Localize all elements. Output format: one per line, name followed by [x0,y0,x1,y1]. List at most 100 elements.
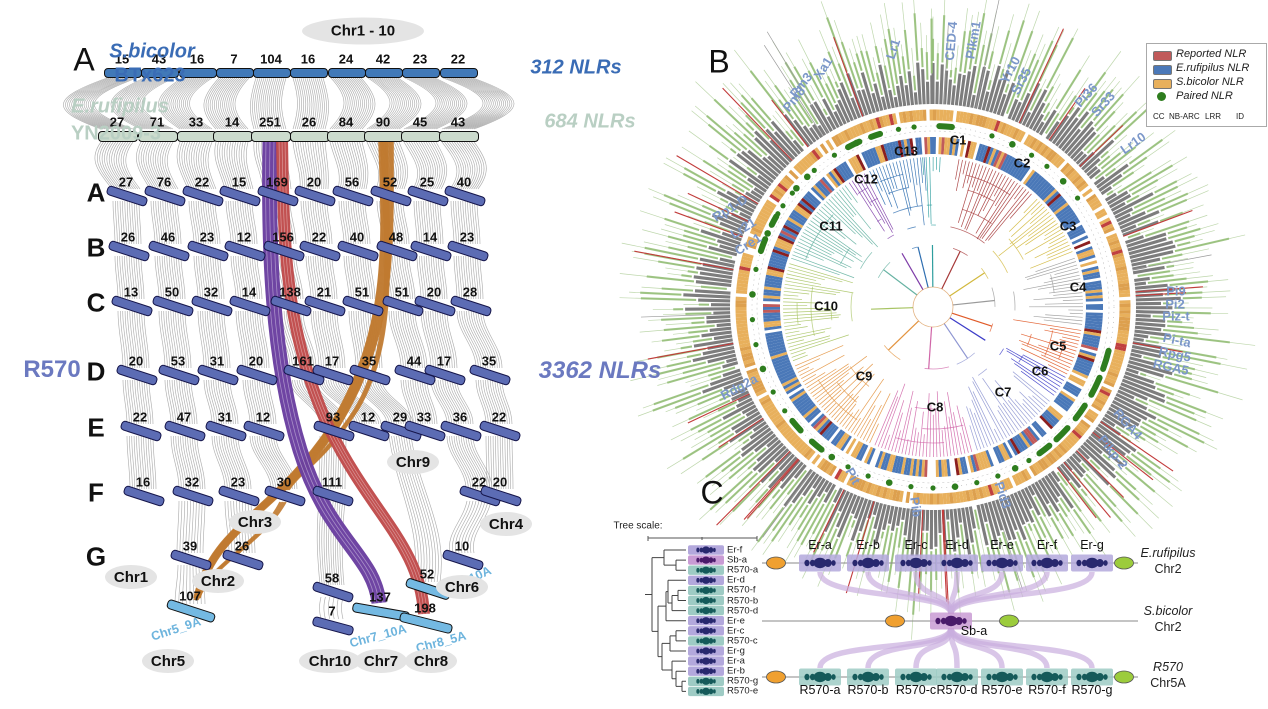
chr-range-label: Chr1 - 10 [302,17,424,45]
erufipilus-chromosome-bar [439,131,479,142]
nlr-count: 156 [272,229,294,245]
nlr-count: 16 [135,474,151,490]
nlr-count: 23 [199,229,215,245]
paired-nlr-dot [1011,464,1019,472]
reported-nlr-tick [743,458,799,520]
nlr-count: 93 [325,409,341,425]
nlr-count: 22 [194,174,210,190]
r570-row-letter: A [86,177,106,208]
nlr-count: 42 [375,51,391,67]
paired-nlr-dot [789,190,795,196]
nlr-count: 104 [260,51,282,67]
nlr-count: 33 [188,114,204,130]
centromere-oval [766,556,786,570]
reported-nlr-tick [676,155,759,205]
tree-leaf-label: Er-a [727,655,745,667]
r570-row-letter: C [86,287,106,318]
nlr-count: 20 [426,284,442,300]
nlr-count: 12 [236,229,252,245]
chromosome-label: Chr1 [105,565,157,589]
paired-nlr-dot [803,173,811,181]
legend-item-label: Reported NLR [1176,48,1247,60]
centromere-oval [766,670,786,684]
erufipilus-chromosome-bar [290,131,330,142]
sbicolor-chromosome-bar [328,68,366,78]
gene-label: R570-d [936,683,978,697]
paired-nlr-dot [885,479,893,486]
paired-nlr-dot [749,291,756,298]
legend-domain-label: ID [1236,112,1244,121]
nlr-count: 31 [217,409,233,425]
paired-nlr-dot [1074,195,1081,201]
paired-nlr-dot [759,365,767,373]
erufipilus-chromosome-bar [327,131,367,142]
species3-name: R570 [23,356,81,383]
chromosome-label: Chr9 [387,450,439,474]
centromere-oval [885,614,905,628]
sbicolor-chromosome-bar [365,68,403,78]
nlr-count: 58 [324,570,340,586]
legend-item-label: S.bicolor NLR [1176,76,1244,88]
track-chr-label: Chr2 [1154,620,1182,635]
nlr-count: 16 [300,51,316,67]
telomere-oval [1114,556,1134,570]
gene-label: R570-f [1028,683,1066,697]
tree-leaf-label: Er-c [727,625,745,637]
paired-nlr-run [789,417,804,434]
nlr-count: 161 [292,353,314,369]
erufipilus-chromosome-bar [364,131,404,142]
panel-b-label: B [708,43,730,80]
nlr-count: 32 [184,474,200,490]
reported-nlr-tick [1079,124,1124,168]
chromosome-label: Chr8 [405,649,457,673]
panel-b-legend: Reported NLR E.rufipilus NLR S.bicolor NLR… [1146,43,1267,127]
nlr-count: 84 [338,114,354,130]
legend-paired-dot [1157,92,1166,101]
nlr-count: 50 [164,284,180,300]
nlr-count: 33 [416,409,432,425]
tree-leaf-label: Er-f [727,544,743,556]
paired-nlr-dot [770,389,776,395]
tree-leaf-label: R570-a [727,564,759,576]
tree-leaf-label: R570-d [727,605,759,617]
nlr-count: 107 [179,588,201,604]
nlr-count: 40 [456,174,472,190]
cluster-label: C12 [854,171,878,187]
paired-nlr-run [1088,374,1103,398]
sbicolor-chromosome-bar [440,68,478,78]
sbicolor-chromosome-bar [253,68,291,78]
nlr-count: 40 [349,229,365,245]
reported-nlr-tick [1076,450,1125,498]
species2-name: E.rufipilus [71,95,169,118]
nlr-count: 26 [301,114,317,130]
cluster-label: C4 [1069,279,1087,295]
paired-nlr-dot [908,484,914,490]
nlr-count: 20 [248,353,264,369]
paired-nlr-dot [865,473,871,479]
nlr-count: 12 [255,409,271,425]
erufipilus-chromosome-bar [213,131,253,142]
gene-label: Er-c [904,538,928,552]
paired-nlr-run [1072,402,1088,422]
nlr-count: 22 [311,229,327,245]
species1-accession: BTx623 [114,64,186,87]
nlr-count: 53 [170,353,186,369]
reported-nlr-tick [687,192,750,223]
sbicolor-chromosome-bar [402,68,440,78]
collinearity-link [948,626,1095,669]
reported-nlr-tick [1092,431,1154,481]
cluster-label: C6 [1031,363,1049,379]
reported-nlr-tick [1063,461,1111,518]
reported-gene-label: Pi2 [1165,296,1185,312]
paired-nlr-dot [753,342,759,348]
nlr-count: 14 [224,114,240,130]
paired-nlr-dot [793,184,800,192]
nlr-count: 47 [176,409,192,425]
gene-label: Er-b [856,538,880,552]
reported-nlr-tick [1123,209,1193,237]
r570-row-letter: F [88,477,104,508]
nlr-count: 35 [361,353,377,369]
nlr-count: 26 [234,538,250,554]
chromosome-label: Chr2 [192,569,244,593]
gene-label: Er-e [990,538,1014,552]
